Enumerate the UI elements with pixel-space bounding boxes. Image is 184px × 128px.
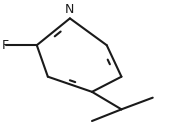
Text: N: N: [65, 3, 75, 16]
Text: F: F: [2, 39, 9, 52]
